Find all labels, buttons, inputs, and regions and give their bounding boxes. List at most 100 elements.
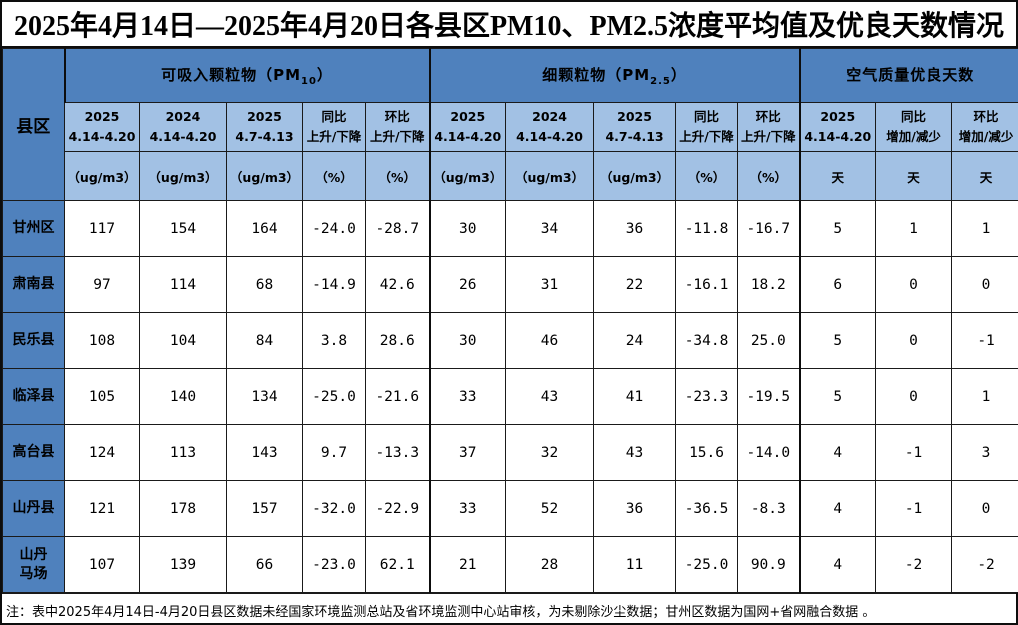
unit-cell: （ug/m3） bbox=[593, 151, 677, 201]
value-cell: 143 bbox=[226, 424, 303, 481]
value-cell: 90.9 bbox=[737, 536, 801, 593]
unit-cell: 天 bbox=[951, 151, 1018, 201]
value-cell: 33 bbox=[428, 368, 507, 425]
column-header: 同比上升/下降 bbox=[675, 102, 739, 152]
value-cell: 46 bbox=[505, 312, 595, 369]
column-header-line1: 2025 bbox=[820, 109, 856, 124]
value-cell: -23.0 bbox=[302, 536, 366, 593]
column-header: 2025 4.7-4.13 bbox=[226, 102, 303, 152]
value-cell: 178 bbox=[139, 480, 227, 537]
value-cell: 21 bbox=[428, 536, 507, 593]
value-cell: 15.6 bbox=[675, 424, 739, 481]
column-header-line1: 环比 bbox=[384, 109, 410, 124]
column-header-line2: 上升/下降 bbox=[741, 129, 796, 144]
value-cell: 105 bbox=[64, 368, 140, 425]
value-cell: -25.0 bbox=[302, 368, 366, 425]
column-header-line1: 同比 bbox=[694, 109, 720, 124]
unit-cell: （ug/m3） bbox=[139, 151, 227, 201]
value-cell: 30 bbox=[428, 312, 507, 369]
value-cell: 113 bbox=[139, 424, 227, 481]
column-header: 同比 增加/减少 bbox=[875, 102, 953, 152]
column-header: 环比增加/减少 bbox=[951, 102, 1018, 152]
table-row: 山丹县 121 178 157 -32.0 -22.9 33 52 36 -36.5 -8.3 4 -1… bbox=[2, 480, 1018, 537]
column-header-line2: 4.7-4.13 bbox=[235, 129, 294, 144]
value-cell: -32.0 bbox=[302, 480, 366, 537]
value-cell: 124 bbox=[64, 424, 140, 481]
table-row: 肃南县 97 114 68 -14.9 42.6 26 31 22 -16.1 18.2 6 0 0 bbox=[2, 256, 1018, 313]
value-cell: -1 bbox=[875, 480, 953, 537]
value-cell: 24 bbox=[593, 312, 677, 369]
column-header: 环比上升/下降 bbox=[364, 102, 431, 152]
column-header-line2: 4.14-4.20 bbox=[804, 129, 872, 144]
unit-cell: 天 bbox=[798, 151, 877, 201]
value-cell: 0 bbox=[875, 368, 953, 425]
table-row: 山丹 马场 107 139 66 -23.0 62.1 21 28 11 -25.0 90.9 4 -2… bbox=[2, 536, 1018, 593]
value-cell: 31 bbox=[505, 256, 595, 313]
value-cell: 68 bbox=[226, 256, 303, 313]
value-cell: 32 bbox=[505, 424, 595, 481]
group-label-text: 空气质量优良天数 bbox=[846, 66, 975, 84]
unit-cell: （ug/m3） bbox=[428, 151, 507, 201]
unit-cell: （ug/m3） bbox=[505, 151, 595, 201]
value-cell: 22 bbox=[593, 256, 677, 313]
subheader-row: 2025 4.14-4.20 2024 4.14-4.20 2025 4.7-4.13 同比… bbox=[3, 102, 1018, 152]
value-cell: 0 bbox=[875, 256, 953, 313]
value-cell: 28.6 bbox=[364, 312, 431, 369]
value-cell: -2 bbox=[951, 536, 1018, 593]
value-cell: 42.6 bbox=[364, 256, 431, 313]
value-cell: -13.3 bbox=[364, 424, 431, 481]
value-cell: -11.8 bbox=[675, 200, 739, 257]
value-cell: -16.7 bbox=[737, 200, 801, 257]
value-cell: 154 bbox=[139, 200, 227, 257]
value-cell: 62.1 bbox=[364, 536, 431, 593]
value-cell: 5 bbox=[798, 312, 877, 369]
value-cell: 3.8 bbox=[302, 312, 366, 369]
column-header-line2: 4.7-4.13 bbox=[605, 129, 664, 144]
column-header-line2: 增加/减少 bbox=[886, 129, 941, 144]
value-cell: -14.0 bbox=[737, 424, 801, 481]
county-name-cell: 山丹 马场 bbox=[2, 536, 65, 593]
value-cell: 5 bbox=[798, 368, 877, 425]
pm-data-table: 县区 可吸入颗粒物（PM10） 细颗粒物（PM2.5） 空气质量优良天数 202… bbox=[2, 48, 1018, 593]
column-header: 同比 上升/下降 bbox=[302, 102, 366, 152]
value-cell: 104 bbox=[139, 312, 227, 369]
value-cell: 37 bbox=[428, 424, 507, 481]
county-name-cell: 甘州区 bbox=[2, 200, 65, 257]
value-cell: 28 bbox=[505, 536, 595, 593]
value-cell: 6 bbox=[798, 256, 877, 313]
value-cell: -28.7 bbox=[364, 200, 431, 257]
unit-cell: 天 bbox=[875, 151, 953, 201]
table-row: 民乐县 108 104 84 3.8 28.6 30 46 24 -34.8 25.0 5 0 -1 bbox=[2, 312, 1018, 369]
value-cell: 25.0 bbox=[737, 312, 801, 369]
column-header: 2024 4.14-4.20 bbox=[139, 102, 227, 152]
value-cell: 34 bbox=[505, 200, 595, 257]
value-cell: 4 bbox=[798, 480, 877, 537]
group-label-suffix: ） bbox=[316, 66, 333, 84]
column-header-line2: 上升/下降 bbox=[369, 129, 425, 144]
value-cell: 4 bbox=[798, 424, 877, 481]
county-name-cell: 肃南县 bbox=[2, 256, 65, 313]
value-cell: 107 bbox=[64, 536, 140, 593]
group-label-text: 可吸入颗粒物（PM bbox=[161, 66, 301, 84]
value-cell: 140 bbox=[139, 368, 227, 425]
group-header-pm25: 细颗粒物（PM2.5） bbox=[428, 48, 801, 103]
value-cell: -1 bbox=[951, 312, 1018, 369]
column-header-line1: 环比 bbox=[973, 109, 999, 124]
column-header-line2: 4.14-4.20 bbox=[434, 129, 502, 144]
column-header-line2: 4.14-4.20 bbox=[68, 129, 136, 144]
column-header-line2: 增加/减少 bbox=[958, 129, 1014, 144]
column-header: 2025 4.7-4.13 bbox=[593, 102, 677, 152]
group-label-text: 细颗粒物（PM bbox=[542, 66, 651, 84]
column-header-line2: 4.14-4.20 bbox=[149, 129, 217, 144]
value-cell: 5 bbox=[798, 200, 877, 257]
value-cell: 121 bbox=[64, 480, 140, 537]
value-cell: 0 bbox=[951, 480, 1018, 537]
value-cell: 36 bbox=[593, 200, 677, 257]
county-name-cell: 临泽县 bbox=[2, 368, 65, 425]
county-name-cell: 山丹县 bbox=[2, 480, 65, 537]
column-header-line2: 上升/下降 bbox=[679, 129, 734, 144]
value-cell: 4 bbox=[798, 536, 877, 593]
value-cell: 139 bbox=[139, 536, 227, 593]
unit-cell: （%） bbox=[675, 151, 739, 201]
value-cell: 164 bbox=[226, 200, 303, 257]
